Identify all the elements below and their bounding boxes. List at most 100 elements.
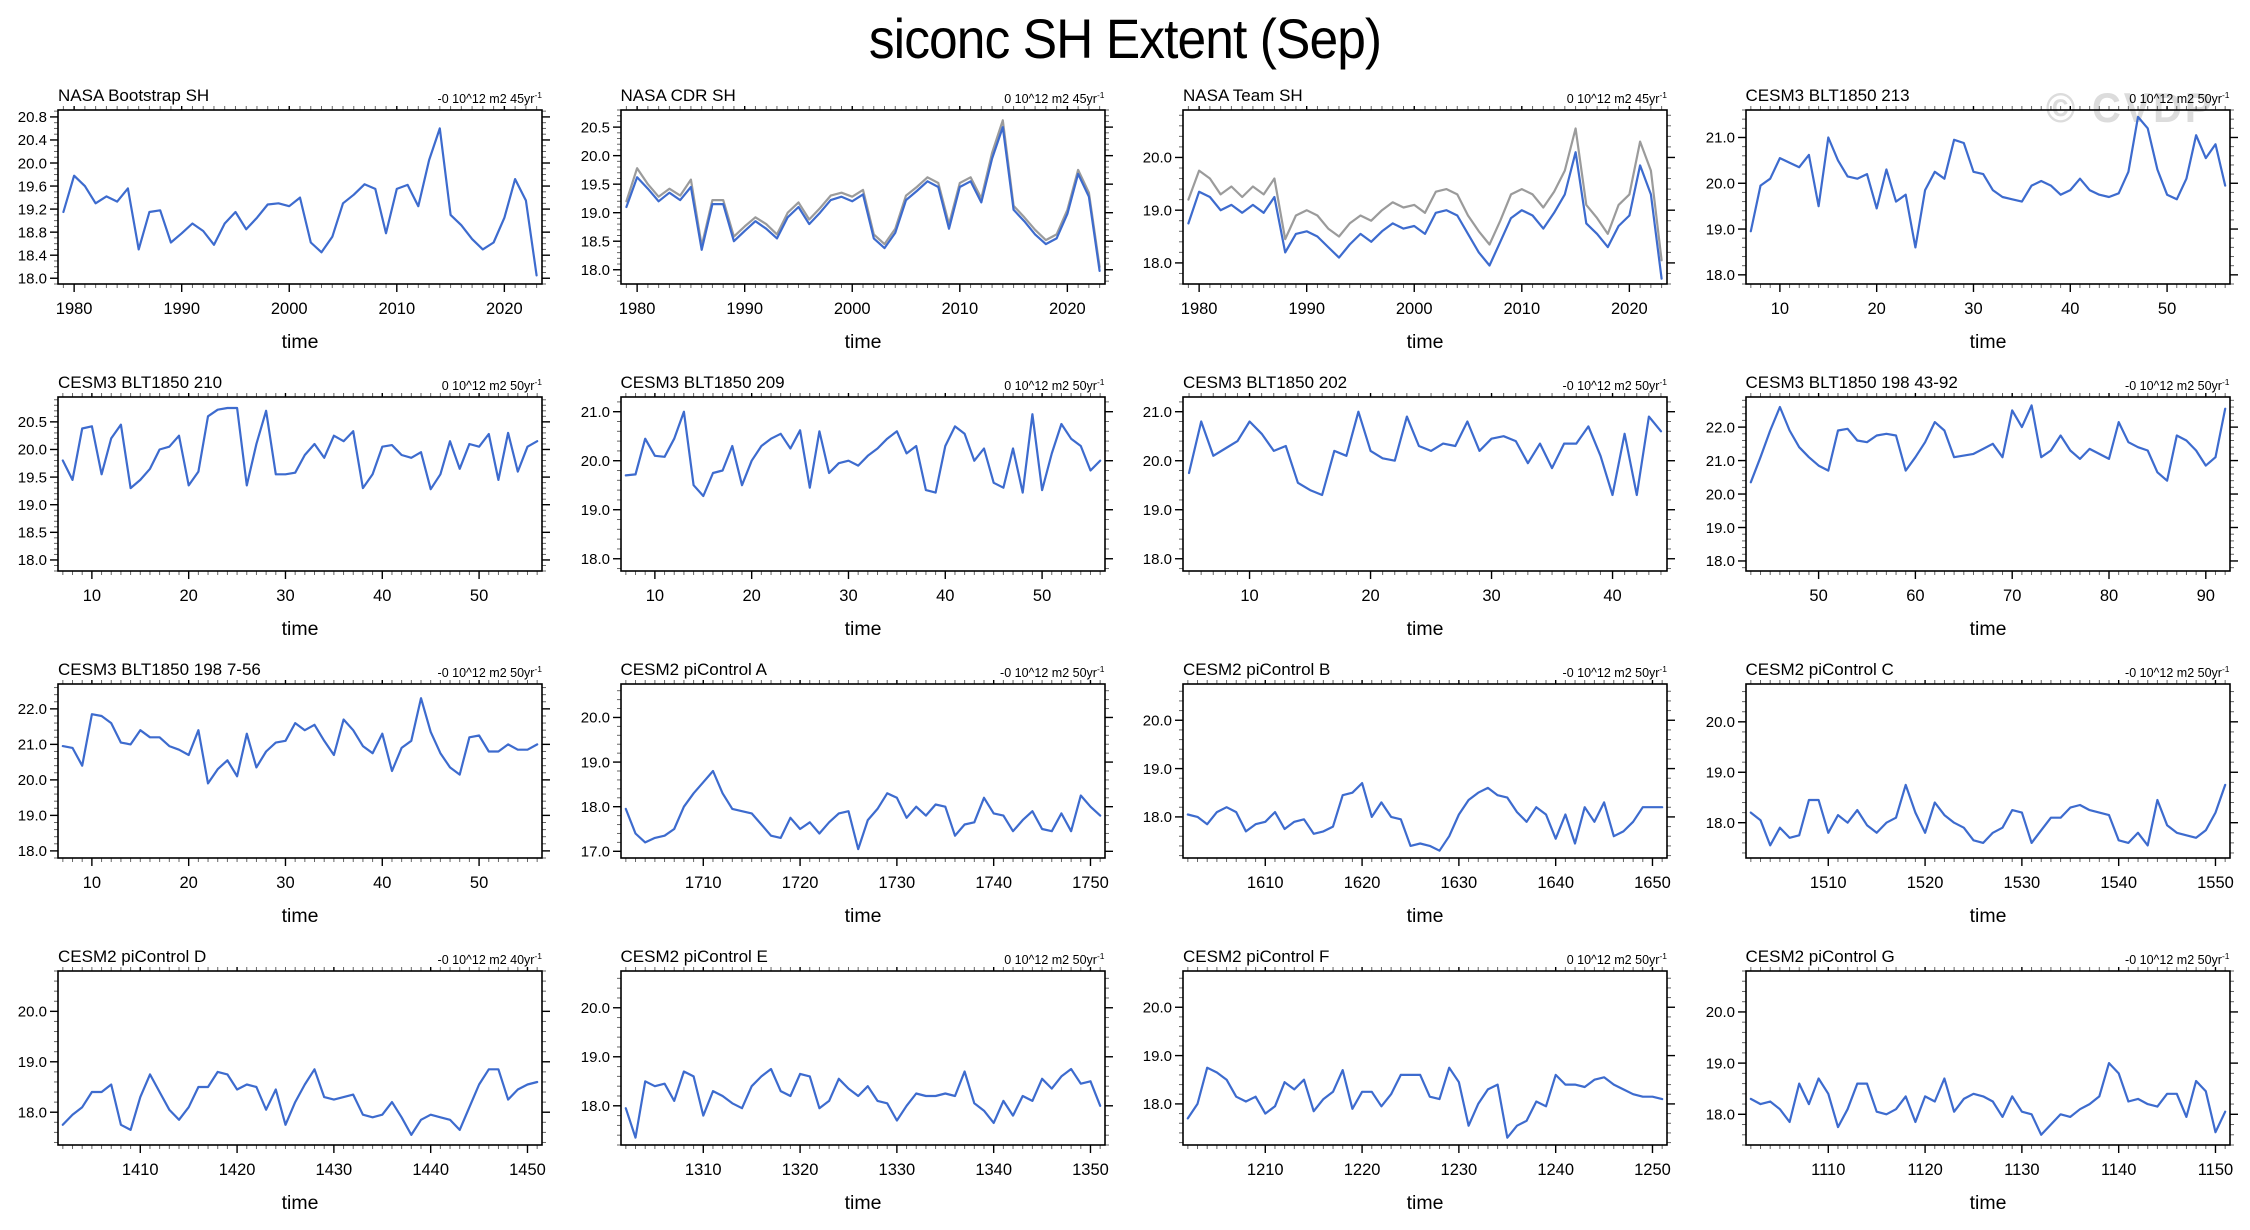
panel-title: CESM3 BLT1850 209 bbox=[620, 373, 785, 392]
svg-text:19.0: 19.0 bbox=[580, 502, 609, 519]
svg-text:1250: 1250 bbox=[1634, 1161, 1671, 1179]
charts-grid: NASA Bootstrap SH -0 10^12 m2 45yr-1 18.… bbox=[0, 82, 2250, 1230]
svg-text:20.0: 20.0 bbox=[580, 710, 609, 727]
svg-text:19.0: 19.0 bbox=[1143, 202, 1172, 219]
svg-text:1110: 1110 bbox=[1811, 1161, 1845, 1179]
chart-panel-8: CESM3 BLT1850 198 43-92 -0 10^12 m2 50yr… bbox=[1688, 369, 2250, 656]
svg-text:19.2: 19.2 bbox=[18, 201, 47, 218]
chart-panel-4: CESM3 BLT1850 213 0 10^12 m2 50yr-1 18.0… bbox=[1688, 82, 2250, 369]
svg-text:20.0: 20.0 bbox=[18, 442, 47, 459]
chart-panel-13: CESM2 piControl D -0 10^12 m2 40yr-1 18.… bbox=[0, 943, 562, 1230]
svg-text:18.0: 18.0 bbox=[1143, 809, 1172, 826]
panel-plot: 18.0 19.0 20.0 21.0 10 20 30 40 50 time bbox=[580, 393, 1113, 640]
svg-text:30: 30 bbox=[839, 587, 857, 605]
panel-header: CESM2 piControl E 0 10^12 m2 50yr-1 bbox=[563, 943, 1125, 967]
panel-header: CESM3 BLT1850 213 0 10^12 m2 50yr-1 bbox=[1688, 82, 2250, 106]
svg-text:1510: 1510 bbox=[1809, 874, 1846, 892]
svg-text:19.0: 19.0 bbox=[18, 808, 47, 825]
svg-text:19.0: 19.0 bbox=[1705, 765, 1734, 782]
panel-trend-label: 0 10^12 m2 50yr-1 bbox=[2129, 89, 2230, 106]
svg-text:20.0: 20.0 bbox=[1143, 150, 1172, 167]
svg-text:18.5: 18.5 bbox=[18, 525, 47, 542]
svg-text:18.0: 18.0 bbox=[580, 799, 609, 816]
svg-text:1410: 1410 bbox=[122, 1161, 159, 1179]
svg-text:2000: 2000 bbox=[1396, 300, 1433, 318]
svg-text:22.0: 22.0 bbox=[1705, 419, 1734, 436]
svg-text:1530: 1530 bbox=[2003, 874, 2040, 892]
svg-text:18.8: 18.8 bbox=[18, 224, 47, 241]
panel-title: CESM2 piControl F bbox=[1183, 947, 1330, 966]
panel-plot: 18.0 19.0 20.0 1410 1420 1430 1440 1450 time bbox=[18, 967, 550, 1214]
panel-title: CESM2 piControl E bbox=[620, 947, 768, 966]
svg-text:21.0: 21.0 bbox=[1143, 404, 1172, 421]
svg-text:18.0: 18.0 bbox=[18, 1104, 47, 1121]
svg-text:21.0: 21.0 bbox=[580, 404, 609, 421]
panel-header: NASA CDR SH 0 10^12 m2 45yr-1 bbox=[563, 82, 1125, 106]
svg-text:1450: 1450 bbox=[509, 1161, 546, 1179]
svg-text:20.0: 20.0 bbox=[1143, 713, 1172, 730]
svg-text:18.0: 18.0 bbox=[18, 552, 47, 569]
panel-header: CESM3 BLT1850 202 -0 10^12 m2 50yr-1 bbox=[1125, 369, 1687, 393]
svg-text:17.0: 17.0 bbox=[580, 844, 609, 861]
svg-text:20.0: 20.0 bbox=[580, 453, 609, 470]
panel-header: CESM2 piControl F 0 10^12 m2 50yr-1 bbox=[1125, 943, 1687, 967]
svg-text:40: 40 bbox=[373, 874, 391, 892]
x-axis-title: time bbox=[282, 618, 319, 640]
panel-trend-label: 0 10^12 m2 50yr-1 bbox=[1004, 376, 1105, 393]
svg-text:1610: 1610 bbox=[1247, 874, 1284, 892]
svg-text:2010: 2010 bbox=[378, 300, 415, 318]
svg-text:20.0: 20.0 bbox=[580, 1000, 609, 1017]
chart-panel-15: CESM2 piControl F 0 10^12 m2 50yr-1 18.0… bbox=[1125, 943, 1687, 1230]
panel-trend-label: -0 10^12 m2 40yr-1 bbox=[437, 950, 542, 967]
svg-text:1520: 1520 bbox=[1906, 874, 1943, 892]
panel-title: CESM3 BLT1850 198 7-56 bbox=[58, 660, 261, 679]
svg-text:20.0: 20.0 bbox=[1143, 453, 1172, 470]
svg-text:30: 30 bbox=[1482, 587, 1500, 605]
svg-text:18.0: 18.0 bbox=[1143, 551, 1172, 568]
page-title: siconc SH Extent (Sep) bbox=[868, 7, 1382, 70]
panel-trend-label: -0 10^12 m2 50yr-1 bbox=[1562, 663, 1667, 680]
chart-panel-7: CESM3 BLT1850 202 -0 10^12 m2 50yr-1 18.… bbox=[1125, 369, 1687, 656]
svg-text:40: 40 bbox=[2061, 300, 2079, 318]
svg-text:18.0: 18.0 bbox=[1705, 1107, 1734, 1124]
svg-text:1210: 1210 bbox=[1247, 1161, 1284, 1179]
svg-text:1540: 1540 bbox=[2100, 874, 2137, 892]
svg-text:1320: 1320 bbox=[781, 1161, 818, 1179]
panel-header: CESM2 piControl B -0 10^12 m2 50yr-1 bbox=[1125, 656, 1687, 680]
x-axis-title: time bbox=[1407, 618, 1444, 640]
svg-text:1640: 1640 bbox=[1537, 874, 1574, 892]
svg-text:1430: 1430 bbox=[316, 1161, 353, 1179]
svg-text:10: 10 bbox=[645, 587, 663, 605]
svg-text:1120: 1120 bbox=[1907, 1161, 1942, 1179]
svg-text:10: 10 bbox=[83, 587, 101, 605]
panel-plot: 18.0 19.0 20.0 1210 1220 1230 1240 1250 time bbox=[1143, 967, 1675, 1214]
panel-title: NASA Team SH bbox=[1183, 86, 1303, 105]
svg-text:20.5: 20.5 bbox=[18, 414, 47, 431]
chart-panel-9: CESM3 BLT1850 198 7-56 -0 10^12 m2 50yr-… bbox=[0, 656, 562, 943]
panel-header: CESM3 BLT1850 198 43-92 -0 10^12 m2 50yr… bbox=[1688, 369, 2250, 393]
svg-text:1720: 1720 bbox=[781, 874, 818, 892]
x-axis-title: time bbox=[844, 1192, 881, 1214]
panel-plot: 18.0 19.0 20.0 21.0 10 20 30 40 50 time bbox=[1705, 106, 2238, 353]
svg-text:1750: 1750 bbox=[1072, 874, 1109, 892]
svg-text:20.0: 20.0 bbox=[18, 1004, 47, 1021]
panel-header: CESM3 BLT1850 198 7-56 -0 10^12 m2 50yr-… bbox=[0, 656, 562, 680]
panel-header: CESM2 piControl D -0 10^12 m2 40yr-1 bbox=[0, 943, 562, 967]
panel-header: NASA Bootstrap SH -0 10^12 m2 45yr-1 bbox=[0, 82, 562, 106]
svg-text:1440: 1440 bbox=[412, 1161, 449, 1179]
panel-title: NASA Bootstrap SH bbox=[58, 86, 210, 105]
panel-trend-label: 0 10^12 m2 50yr-1 bbox=[441, 376, 542, 393]
svg-text:1990: 1990 bbox=[726, 300, 763, 318]
svg-text:19.0: 19.0 bbox=[1143, 502, 1172, 519]
chart-panel-1: NASA Bootstrap SH -0 10^12 m2 45yr-1 18.… bbox=[0, 82, 562, 369]
svg-text:19.0: 19.0 bbox=[1705, 1055, 1734, 1072]
chart-panel-6: CESM3 BLT1850 209 0 10^12 m2 50yr-1 18.0… bbox=[563, 369, 1125, 656]
chart-panel-14: CESM2 piControl E 0 10^12 m2 50yr-1 18.0… bbox=[563, 943, 1125, 1230]
svg-text:1650: 1650 bbox=[1634, 874, 1671, 892]
svg-text:50: 50 bbox=[1032, 587, 1050, 605]
svg-text:1980: 1980 bbox=[618, 300, 655, 318]
panel-trend-label: -0 10^12 m2 50yr-1 bbox=[2125, 376, 2230, 393]
svg-text:19.0: 19.0 bbox=[18, 1054, 47, 1071]
svg-text:50: 50 bbox=[2157, 300, 2175, 318]
svg-text:60: 60 bbox=[1906, 587, 1924, 605]
